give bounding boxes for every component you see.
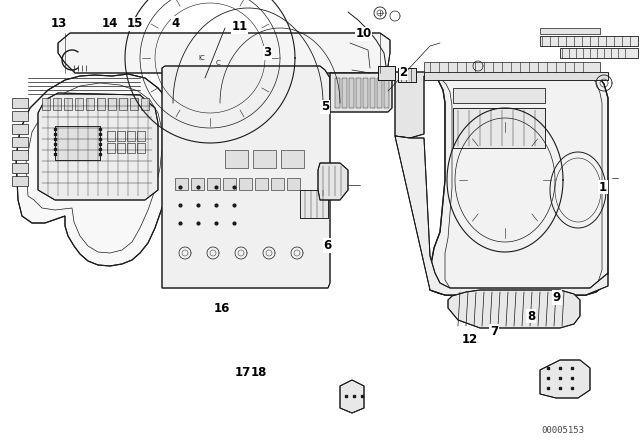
Polygon shape <box>342 78 347 108</box>
Polygon shape <box>340 380 364 413</box>
Polygon shape <box>12 163 28 173</box>
Text: 7: 7 <box>490 325 498 338</box>
Polygon shape <box>287 178 300 190</box>
Polygon shape <box>363 78 368 108</box>
Polygon shape <box>64 98 72 110</box>
Polygon shape <box>453 88 545 103</box>
Text: 10: 10 <box>355 27 372 40</box>
Polygon shape <box>223 178 236 190</box>
Polygon shape <box>540 360 590 398</box>
Polygon shape <box>395 72 430 138</box>
Polygon shape <box>107 143 115 153</box>
Polygon shape <box>424 72 608 80</box>
Text: 14: 14 <box>102 17 118 30</box>
Polygon shape <box>141 98 149 110</box>
Text: 3: 3 <box>264 46 271 60</box>
Polygon shape <box>12 98 28 108</box>
Text: 5: 5 <box>321 100 329 113</box>
Text: 4: 4 <box>172 17 180 30</box>
Text: IC: IC <box>198 55 205 61</box>
Text: 15: 15 <box>126 17 143 30</box>
Polygon shape <box>12 150 28 160</box>
Polygon shape <box>137 143 145 153</box>
Text: 2: 2 <box>399 66 407 79</box>
Polygon shape <box>300 190 328 218</box>
Polygon shape <box>540 28 600 34</box>
Polygon shape <box>330 73 392 112</box>
Polygon shape <box>448 290 580 328</box>
Polygon shape <box>424 72 608 295</box>
Polygon shape <box>130 98 138 110</box>
Text: 6: 6 <box>324 239 332 252</box>
Polygon shape <box>12 111 28 121</box>
Text: 17: 17 <box>235 366 252 379</box>
Polygon shape <box>378 66 395 80</box>
Polygon shape <box>395 136 608 295</box>
Polygon shape <box>162 66 330 288</box>
Polygon shape <box>191 178 204 190</box>
Polygon shape <box>253 150 276 168</box>
Polygon shape <box>107 131 115 141</box>
Polygon shape <box>117 131 125 141</box>
Polygon shape <box>97 98 105 110</box>
Polygon shape <box>119 98 127 110</box>
Polygon shape <box>453 108 545 148</box>
Polygon shape <box>127 143 135 153</box>
Text: 18: 18 <box>250 366 267 379</box>
Polygon shape <box>540 36 638 46</box>
Polygon shape <box>207 178 220 190</box>
Polygon shape <box>58 33 390 73</box>
Polygon shape <box>384 78 389 108</box>
Polygon shape <box>55 126 100 160</box>
Polygon shape <box>108 98 116 110</box>
Polygon shape <box>42 98 50 110</box>
Polygon shape <box>225 150 248 168</box>
Polygon shape <box>86 98 94 110</box>
Polygon shape <box>356 78 361 108</box>
Polygon shape <box>137 131 145 141</box>
Polygon shape <box>117 143 125 153</box>
Polygon shape <box>75 98 83 110</box>
Polygon shape <box>560 48 638 58</box>
Polygon shape <box>127 131 135 141</box>
Polygon shape <box>370 78 375 108</box>
Text: 00005153: 00005153 <box>541 426 585 435</box>
Polygon shape <box>12 124 28 134</box>
Polygon shape <box>377 78 382 108</box>
Polygon shape <box>318 163 348 200</box>
Text: 8: 8 <box>527 310 535 323</box>
Text: 13: 13 <box>51 17 67 30</box>
Polygon shape <box>12 176 28 186</box>
Polygon shape <box>335 78 340 108</box>
Polygon shape <box>398 68 416 82</box>
Polygon shape <box>424 62 600 72</box>
Polygon shape <box>12 137 28 147</box>
Text: 1: 1 <box>599 181 607 194</box>
Polygon shape <box>255 178 268 190</box>
Polygon shape <box>281 150 304 168</box>
Text: 16: 16 <box>213 302 230 315</box>
Polygon shape <box>271 178 284 190</box>
Text: 11: 11 <box>231 20 248 34</box>
Polygon shape <box>38 93 158 200</box>
Polygon shape <box>349 78 354 108</box>
Polygon shape <box>53 98 61 110</box>
Polygon shape <box>175 178 188 190</box>
Text: 12: 12 <box>461 333 478 346</box>
Polygon shape <box>239 178 252 190</box>
Polygon shape <box>16 74 175 266</box>
Text: 9: 9 <box>553 291 561 304</box>
Text: C: C <box>216 60 220 66</box>
